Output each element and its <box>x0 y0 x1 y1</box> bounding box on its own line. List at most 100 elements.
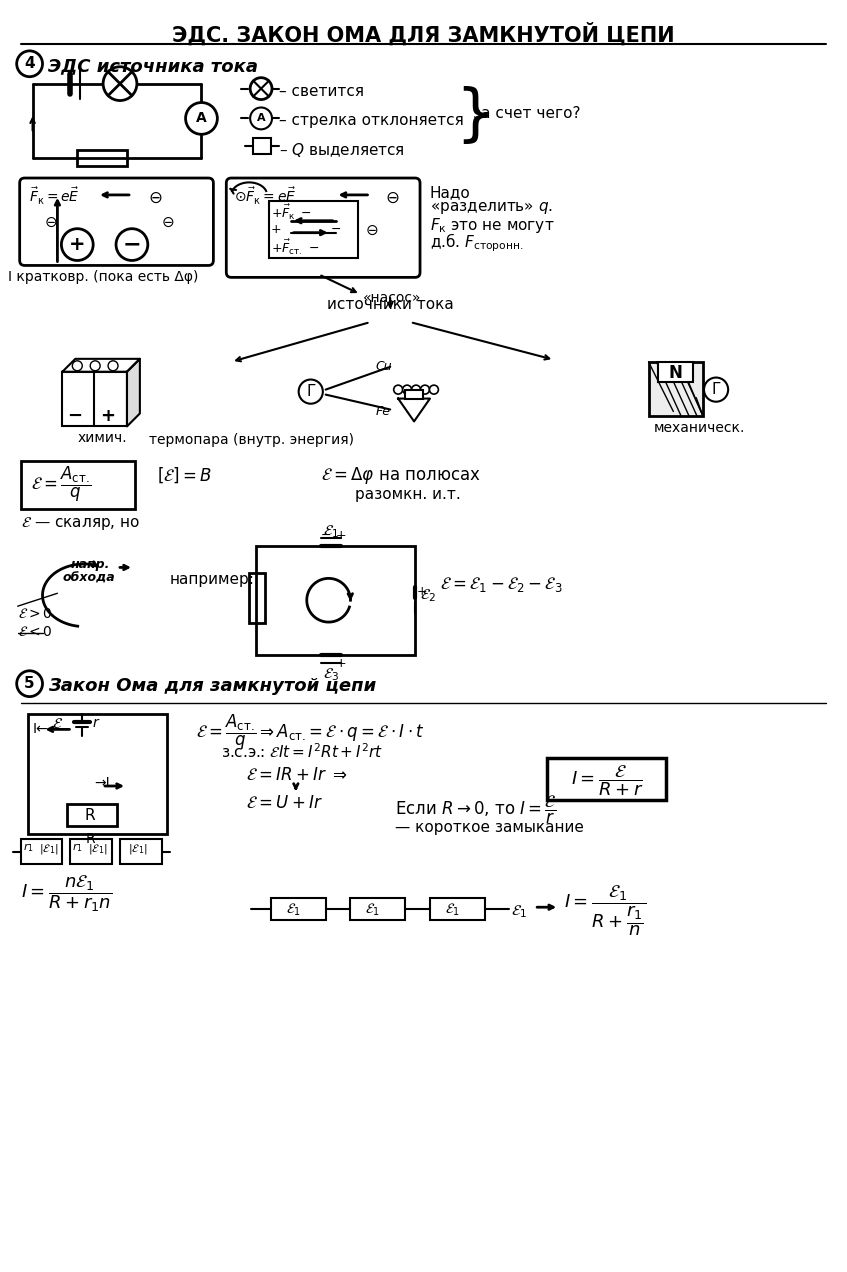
Text: Закон Ома для замкнутой цепи: Закон Ома для замкнутой цепи <box>48 677 377 695</box>
Text: $+ \vec{F}_\text{к}\ -$: $+ \vec{F}_\text{к}\ -$ <box>271 202 312 223</box>
Circle shape <box>402 385 412 394</box>
Text: механическ.: механическ. <box>654 421 745 435</box>
Circle shape <box>61 229 93 261</box>
Text: $\mathcal{E}$: $\mathcal{E}$ <box>53 716 64 731</box>
Text: $+ \vec{F}_\text{ст.}\ -$: $+ \vec{F}_\text{ст.}\ -$ <box>271 238 319 257</box>
Text: – стрелка отклоняется: – стрелка отклоняется <box>279 113 463 128</box>
Bar <box>68 804 117 826</box>
Text: $|\mathcal{E}_1|$: $|\mathcal{E}_1|$ <box>88 842 108 856</box>
Bar <box>20 462 135 509</box>
Bar <box>28 715 167 833</box>
Circle shape <box>412 385 420 394</box>
Text: N: N <box>668 364 683 382</box>
Text: $|\mathcal{E}_1|$: $|\mathcal{E}_1|$ <box>128 842 147 856</box>
Text: −: − <box>68 407 82 425</box>
Text: +: + <box>417 585 428 598</box>
Text: 4: 4 <box>25 56 35 71</box>
Circle shape <box>17 51 42 76</box>
Text: $|\mathcal{E}_1|$: $|\mathcal{E}_1|$ <box>39 842 58 856</box>
Text: $\mathcal{E}_1$: $\mathcal{E}_1$ <box>512 903 528 920</box>
Text: $F_\text{к}$ это не могут: $F_\text{к}$ это не могут <box>430 216 555 235</box>
Bar <box>430 898 484 920</box>
Text: A: A <box>257 113 265 123</box>
Text: $I = \dfrac{n\mathcal{E}_1}{R + r_1 n}$: $I = \dfrac{n\mathcal{E}_1}{R + r_1 n}$ <box>20 874 112 915</box>
Text: +: + <box>271 223 282 235</box>
Text: ⊖: ⊖ <box>365 223 378 238</box>
Text: за счет чего?: за счет чего? <box>473 107 580 122</box>
Text: I кратковр. (пока есть Δφ): I кратковр. (пока есть Δφ) <box>8 271 198 285</box>
Text: $\mathcal{E}_3$: $\mathcal{E}_3$ <box>323 667 339 683</box>
Bar <box>351 898 405 920</box>
Circle shape <box>250 78 272 99</box>
Text: обхода: обхода <box>63 571 115 584</box>
Text: R: R <box>85 808 96 823</box>
Text: Надо: Надо <box>430 184 471 200</box>
Text: 5: 5 <box>25 677 35 691</box>
Bar <box>20 838 63 865</box>
Bar <box>269 201 358 258</box>
Bar <box>658 361 693 382</box>
Text: $I = \dfrac{\mathcal{E}_1}{R + \dfrac{r_1}{n}}$: $I = \dfrac{\mathcal{E}_1}{R + \dfrac{r_… <box>564 883 646 937</box>
Text: Г: Г <box>711 382 721 397</box>
Text: $r$: $r$ <box>92 716 101 730</box>
Text: $r_1$: $r_1$ <box>23 842 33 855</box>
Text: ЭДС. ЗАКОН ОМА ДЛЯ ЗАМКНУТОЙ ЦЕПИ: ЭДС. ЗАКОН ОМА ДЛЯ ЗАМКНУТОЙ ЦЕПИ <box>172 22 674 46</box>
Text: $[\mathcal{E}] = B$: $[\mathcal{E}] = B$ <box>157 466 212 485</box>
Text: Г: Г <box>306 384 315 399</box>
Text: «насос»: «насос» <box>363 291 421 305</box>
Text: $\mathcal{E}$ — скаляр, но: $\mathcal{E}$ — скаляр, но <box>20 515 140 532</box>
Bar <box>405 389 423 398</box>
Text: $\mathcal{E}_1$: $\mathcal{E}_1$ <box>365 902 380 917</box>
Text: $\mathcal{E}>0$: $\mathcal{E}>0$ <box>18 607 53 621</box>
Text: Если $R \rightarrow 0$, то $I = \dfrac{\mathcal{E}}{r}$: Если $R \rightarrow 0$, то $I = \dfrac{\… <box>396 794 557 827</box>
Text: $\mathcal{E} = \Delta\varphi$ на полюсах: $\mathcal{E} = \Delta\varphi$ на полюсах <box>321 466 480 486</box>
Text: −: − <box>123 234 141 254</box>
Bar <box>120 838 162 865</box>
Text: Cu: Cu <box>375 360 392 373</box>
Bar <box>547 758 667 800</box>
Text: I←: I← <box>32 722 48 736</box>
Text: напр.: напр. <box>70 557 110 571</box>
Bar <box>63 371 127 426</box>
Text: $\odot \vec{F}_\text{к} = e\vec{E}$: $\odot \vec{F}_\text{к} = e\vec{E}$ <box>235 186 296 207</box>
Circle shape <box>17 670 42 697</box>
Circle shape <box>90 361 100 370</box>
Polygon shape <box>63 359 140 371</box>
Text: $I = \dfrac{\mathcal{E}}{R+r}$: $I = \dfrac{\mathcal{E}}{R+r}$ <box>571 763 643 798</box>
Text: $\mathcal{E} = IR + Ir\ \Rightarrow$: $\mathcal{E} = IR + Ir\ \Rightarrow$ <box>246 766 348 784</box>
Text: −: − <box>321 656 331 670</box>
Text: $\vec{F}_\text{к} = e\vec{E}$: $\vec{F}_\text{к} = e\vec{E}$ <box>29 186 80 207</box>
Text: «разделить» $q$.: «разделить» $q$. <box>430 200 553 216</box>
Text: – светится: – светится <box>279 84 364 99</box>
Circle shape <box>394 385 402 394</box>
Circle shape <box>116 229 148 261</box>
Text: $\mathcal{E} = U + Ir$: $\mathcal{E} = U + Ir$ <box>246 794 323 812</box>
Circle shape <box>185 103 218 135</box>
Text: $r_1$: $r_1$ <box>72 842 83 855</box>
Bar <box>649 361 703 416</box>
Circle shape <box>108 361 118 370</box>
Text: ⊖: ⊖ <box>149 190 163 207</box>
Text: $\mathcal{E}_1$: $\mathcal{E}_1$ <box>445 902 460 917</box>
Text: химич.: химич. <box>77 431 127 445</box>
Bar <box>249 574 265 623</box>
Text: разомкн. и.т.: разомкн. и.т. <box>356 487 462 502</box>
Text: — короткое замыкание: — короткое замыкание <box>396 819 584 834</box>
Text: ЭДС источника тока: ЭДС источника тока <box>48 57 258 75</box>
Bar <box>77 150 127 167</box>
Text: +: + <box>69 235 86 254</box>
Circle shape <box>420 385 429 394</box>
Circle shape <box>72 361 82 370</box>
Bar <box>70 838 112 865</box>
Text: термопара (внутр. энергия): термопара (внутр. энергия) <box>148 434 354 448</box>
Bar <box>253 139 271 154</box>
Text: $\mathcal{E} = \dfrac{A_\text{ст.}}{q} \Rightarrow A_\text{ст.} = \mathcal{E} \c: $\mathcal{E} = \dfrac{A_\text{ст.}}{q} \… <box>197 712 425 752</box>
Bar <box>271 898 325 920</box>
Text: +: + <box>335 656 346 670</box>
Polygon shape <box>127 359 140 426</box>
Circle shape <box>103 66 137 100</box>
Text: R: R <box>86 832 95 846</box>
Text: – $Q$ выделяется: – $Q$ выделяется <box>279 141 405 159</box>
Text: +: + <box>100 407 115 425</box>
Text: A: A <box>197 112 207 126</box>
